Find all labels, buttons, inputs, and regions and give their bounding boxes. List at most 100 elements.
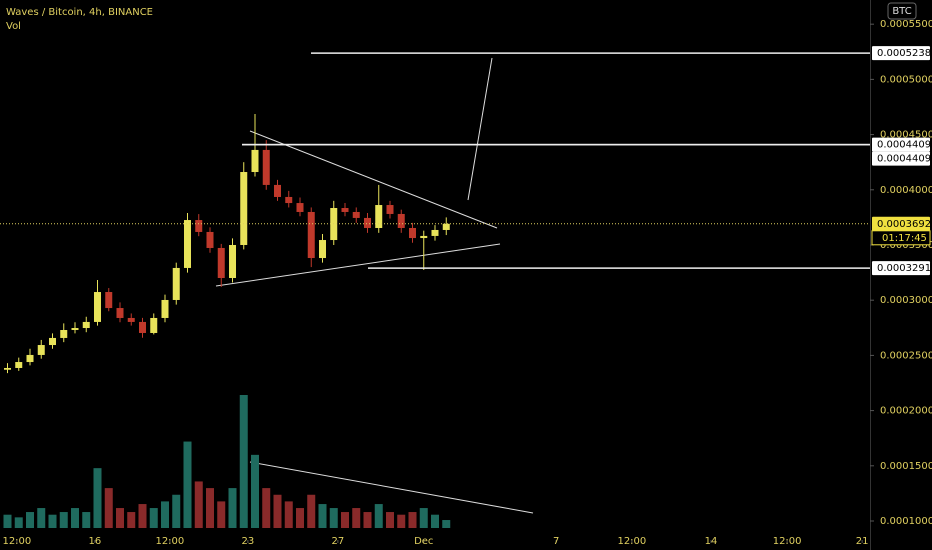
projection-line — [467, 57, 493, 201]
volume-bar — [183, 441, 192, 528]
x-tick-label: 23 — [242, 536, 255, 547]
volume-bar — [3, 514, 12, 528]
volume-bar — [442, 520, 451, 528]
volume-bar — [149, 508, 158, 528]
candle-body — [296, 203, 304, 212]
x-tick-label: 12:00 — [2, 536, 31, 547]
candle-body — [307, 211, 315, 259]
volume-bar — [37, 508, 46, 528]
last-price-label: 0.0003692 — [877, 219, 931, 230]
candle-body — [274, 184, 281, 197]
candle-body — [161, 299, 169, 318]
volume-bar — [363, 512, 372, 528]
x-tick-label: 12:00 — [773, 536, 802, 547]
countdown-tag — [871, 230, 931, 246]
volume-bar — [341, 512, 349, 528]
level-tag-label: 0.0005238 — [877, 48, 931, 59]
candle-body — [386, 205, 394, 214]
candle-body — [375, 205, 383, 228]
x-tick-label: 16 — [89, 536, 102, 547]
volume-bar — [273, 494, 282, 528]
candle-body — [184, 220, 191, 268]
volume-bar — [59, 512, 68, 528]
candle-body — [262, 149, 270, 185]
x-tick-label: 12:00 — [617, 536, 646, 547]
candle-body — [37, 345, 45, 355]
symbol-title: Waves / Bitcoin, 4h, BINANCE — [6, 7, 153, 18]
level-tag — [872, 137, 930, 152]
candle-body — [397, 213, 405, 228]
candle-body — [319, 240, 326, 259]
volume-bar — [26, 512, 34, 528]
level-tag — [872, 46, 930, 61]
last-price-tag — [872, 216, 930, 231]
candle-body — [127, 317, 135, 322]
volume-bar — [374, 504, 383, 528]
candle-body — [139, 321, 146, 333]
candle-body — [172, 267, 180, 300]
level-tag — [872, 261, 930, 276]
candle-body — [116, 308, 124, 318]
y-tick-label: 0.0003000 — [880, 295, 932, 306]
y-tick-label: 0.0005500 — [880, 19, 932, 30]
candle-body — [15, 362, 23, 368]
volume-bar — [206, 488, 214, 528]
volume-bar — [262, 488, 271, 528]
volume-bar — [93, 468, 102, 528]
x-tick-label: 21 — [856, 536, 869, 547]
volume-bar — [397, 514, 406, 528]
volume-bar — [172, 494, 181, 528]
y-tick-label: 0.0004000 — [880, 185, 932, 196]
candle-body — [71, 328, 79, 331]
volume-bar — [239, 395, 248, 528]
volume-label: Vol — [6, 21, 21, 32]
currency-button[interactable] — [887, 2, 917, 20]
volume-bar — [419, 508, 428, 528]
candle-body — [82, 321, 90, 329]
volume-bar — [71, 508, 79, 528]
candle-body — [251, 149, 259, 173]
candle-body — [420, 235, 428, 239]
level-tag-label: 0.0004409 — [877, 154, 931, 165]
currency[interactable]: BTC — [892, 6, 911, 17]
trend-line — [249, 130, 498, 229]
volume-bar — [228, 488, 237, 528]
x-tick-label: 7 — [553, 536, 559, 547]
volume-bar — [431, 514, 439, 528]
level-tag — [872, 151, 930, 166]
y-tick-label: 0.0001000 — [880, 516, 932, 527]
volume-bar — [14, 517, 23, 528]
candle-body — [364, 217, 371, 228]
trend-line — [215, 243, 501, 287]
volume-bar — [307, 494, 316, 528]
candle-body — [105, 292, 113, 309]
candle-body — [352, 211, 360, 218]
volume-bar — [48, 514, 57, 528]
volume-bar — [194, 481, 203, 528]
candle-body — [195, 220, 203, 232]
y-tick-label: 0.0002000 — [880, 406, 932, 417]
volume-bar — [386, 512, 394, 528]
candle-body — [341, 208, 349, 212]
level-tag-label: 0.0004409 — [877, 140, 931, 151]
x-tick-label: 27 — [332, 536, 345, 547]
y-tick-label: 0.0003500 — [880, 240, 932, 251]
x-tick-label: 12:00 — [155, 536, 184, 547]
volume-bar — [352, 508, 361, 528]
level-tag-label: 0.0003291 — [877, 263, 931, 274]
volume-bar — [329, 508, 338, 528]
volume-trend-line — [249, 461, 534, 514]
volume-bar — [127, 512, 136, 528]
candle-body — [4, 367, 11, 370]
volume-bar — [138, 504, 147, 528]
volume-bar — [284, 501, 293, 528]
candle-body — [442, 223, 450, 230]
volume-bar — [251, 454, 259, 528]
y-tick-label: 0.0002500 — [880, 350, 932, 361]
volume-bar — [217, 501, 226, 528]
candle-body — [217, 247, 225, 279]
volume-bar — [161, 501, 169, 528]
x-tick-label: Dec — [414, 536, 433, 547]
volume-bar — [82, 512, 91, 528]
